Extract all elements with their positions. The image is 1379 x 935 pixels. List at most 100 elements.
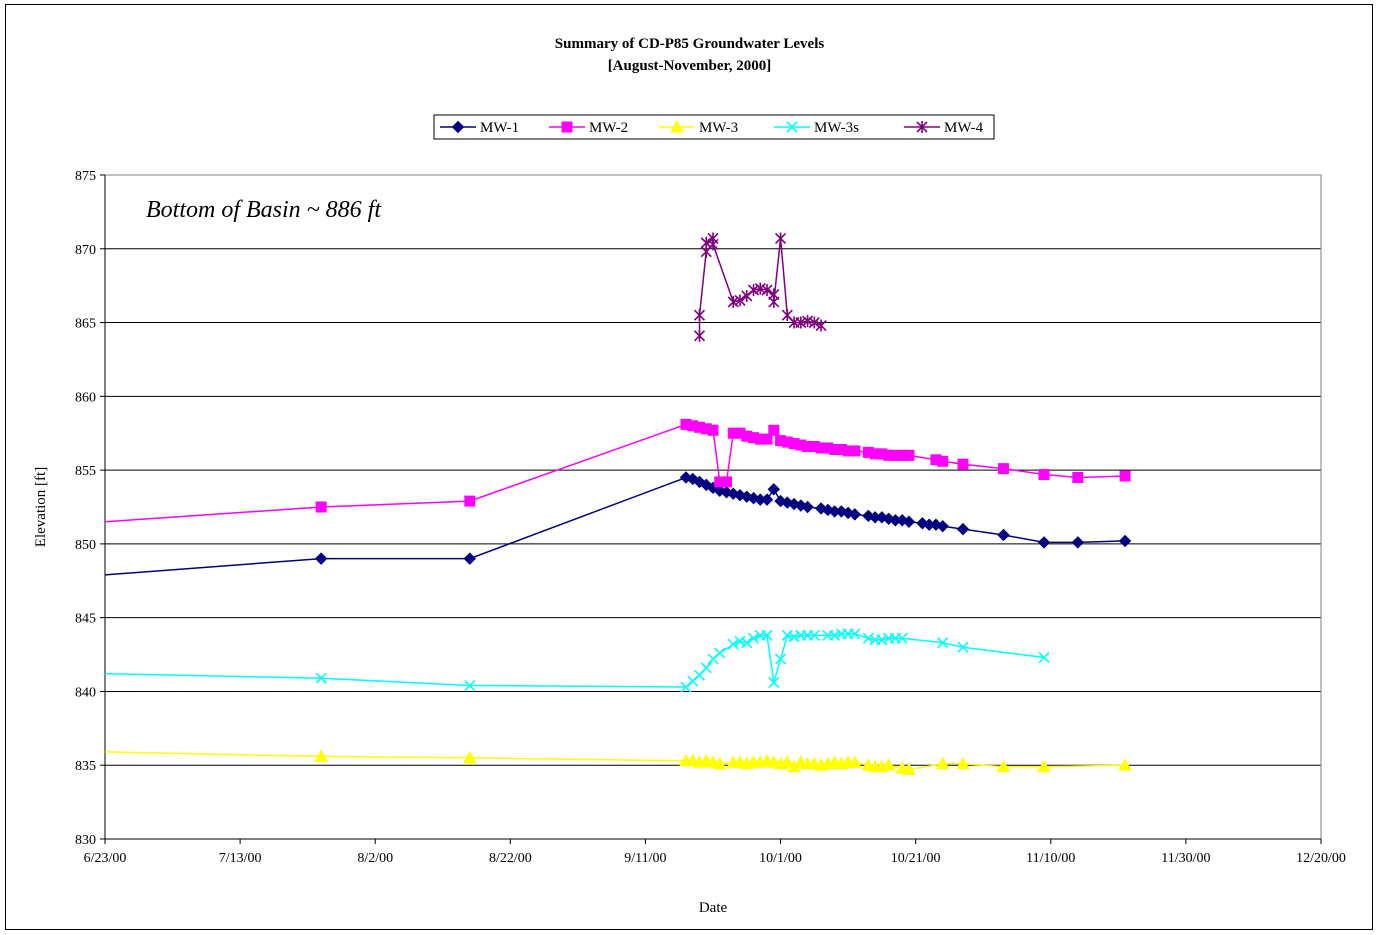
x-tick-label: 12/20/00 [1296,851,1346,866]
x-tick-label: 6/23/00 [84,851,127,866]
data-point [761,433,773,445]
series-mw-4 [693,232,827,342]
data-point [462,750,477,764]
data-point [747,284,760,297]
data-point [848,755,862,768]
data-point [937,455,949,467]
y-tick-label: 870 [75,243,96,258]
x-tick-label: 7/13/00 [219,851,262,866]
data-point [876,634,888,646]
x-axis-label: Date [699,900,728,916]
data-point [707,424,719,436]
y-axis: 830 835 840 845 850 855 860 865 870 875 [75,169,106,848]
data-point [754,282,766,295]
y-axis-label: Elevation [ft] [33,467,49,547]
data-point [829,629,841,641]
data-point [849,628,861,640]
series-mw-3 [104,749,1132,776]
data-point [902,762,916,776]
x-tick-label: 9/11/00 [624,851,666,866]
data-point [727,638,739,650]
y-tick-label: 855 [75,464,96,479]
data-point [808,316,820,329]
data-point [997,463,1009,475]
data-point [997,528,1010,542]
data-point [315,501,327,513]
x-axis: 6/23/00 7/13/00 8/2/00 8/22/00 9/11/00 10/1/0… [84,838,1346,866]
data-point [768,677,780,689]
data-point [774,232,787,245]
data-point [670,119,684,133]
data-point [862,632,874,644]
data-point [1118,758,1132,771]
x-tick-label: 8/22/00 [489,851,532,866]
data-point [693,309,706,322]
data-point [936,519,949,533]
series-mw-2 [104,418,1131,523]
data-point [734,635,746,647]
data-point [451,120,465,134]
data-point [767,483,781,496]
y-tick-label: 840 [75,685,96,700]
data-point [896,632,908,644]
data-point [464,679,476,692]
y-tick-label: 860 [75,390,96,405]
data-point [957,641,969,653]
data-point [937,637,949,649]
data-point [786,121,798,133]
data-point [761,284,773,297]
data-point [700,662,712,674]
data-point [835,505,848,518]
legend-item-mw-4: MW-4 [904,120,984,136]
data-point [956,756,970,770]
data-point [788,631,800,643]
data-point [463,552,477,565]
series-line [104,423,1126,523]
legend-label: MW-3s [814,120,859,136]
y-tick-label: 835 [75,759,96,774]
legend-item-mw-1: MW-1 [440,120,519,136]
data-point [1118,534,1132,548]
data-point [902,515,916,528]
chart-frame [5,4,1373,930]
data-point [1072,471,1084,483]
y-tick-label: 845 [75,612,96,627]
y-tick-label: 875 [75,169,96,184]
data-point [1037,759,1051,773]
data-point [707,238,719,251]
data-point [761,629,773,641]
data-point [700,236,712,249]
data-point [881,758,896,771]
chart-title: Summary of CD-P85 Groundwater Levels [554,36,825,52]
legend-label: MW-3 [699,120,738,136]
data-point [774,653,787,665]
data-point [957,458,969,470]
data-point [464,495,476,507]
data-point [956,522,970,536]
data-point [996,759,1011,773]
gridlines [105,174,1321,840]
data-point [814,502,828,515]
x-tick-label: 10/21/00 [891,851,941,866]
data-point [916,121,928,133]
legend-item-mw-2: MW-2 [549,120,628,136]
legend-box [433,114,995,140]
data-point [795,316,807,329]
chart-subtitle: [August-November, 2000] [607,58,772,74]
data-point [781,629,793,641]
data-point [1037,536,1051,549]
data-point [1071,536,1085,549]
data-point [721,476,733,488]
series-mw-1 [104,471,1132,576]
x-tick-label: 10/1/00 [759,851,802,866]
data-point [801,500,814,514]
data-point [848,508,862,521]
data-point [714,647,726,659]
data-point [734,294,746,307]
data-point [693,329,706,342]
legend-label: MW-2 [589,120,628,136]
series-line [104,476,1126,576]
series-line [104,751,1126,771]
legend: MW-1 MW-2 MW-3 MW-3s MW-4 [433,114,995,140]
